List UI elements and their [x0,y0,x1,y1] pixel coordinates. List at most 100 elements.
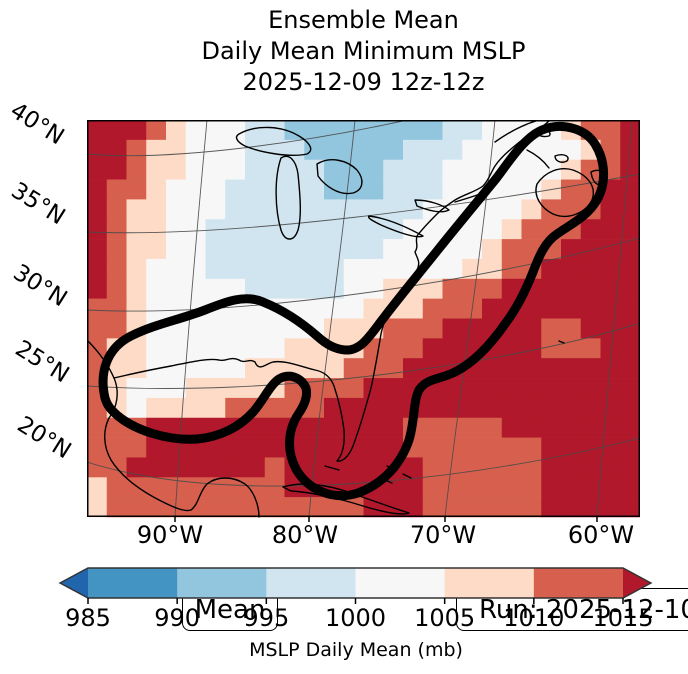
field-cell [383,199,404,220]
field-cell [363,258,384,280]
field-cell [106,139,127,160]
field-cell [343,278,364,299]
field-cell [185,278,206,299]
field-cell [87,219,108,240]
field-cell [264,338,285,359]
field-cell [304,497,325,518]
field-cell [264,219,285,240]
field-cell [205,437,226,458]
field-cell [205,258,226,280]
field-cell [600,278,621,299]
field-cell [521,437,542,458]
field-cell [166,139,187,160]
field-cell [205,397,226,419]
field-cell [166,199,187,220]
field-cell [126,437,147,458]
field-cell [205,318,226,339]
field-cell [225,437,246,458]
field-cell [343,239,364,260]
field-cell [462,477,483,498]
field-cell [482,219,503,240]
field-cell [185,338,206,359]
field-cell [225,239,246,260]
field-cell [600,318,621,339]
field-cell [501,378,522,399]
field-cell [462,397,483,419]
colorbar-segment [88,568,178,598]
field-cell [482,397,503,419]
field-cell [106,437,127,458]
parallel-30n [87,237,640,312]
field-cell [185,477,206,498]
field-cell [442,139,463,160]
field-cell [87,318,108,339]
field-cell [343,258,364,280]
field-cell [225,318,246,339]
field-cell [87,139,108,160]
field-cell [284,278,305,299]
field-cell [166,159,187,180]
field-cell [324,358,345,379]
field-cell [304,417,325,438]
lake-erie [367,215,424,238]
field-cell [264,179,285,200]
map-plot-area: Mean Run: 2025-12-10 [87,120,688,631]
run-annotation-box: Run: 2025-12-10 [456,588,688,631]
field-cell [304,298,325,319]
field-cell [343,139,364,160]
field-cell [324,318,345,339]
field-cell [482,457,503,478]
field-cell [600,477,621,498]
field-cell [422,179,443,200]
field-cell [146,239,167,260]
field-cell [422,139,443,160]
field-cell [304,258,325,280]
field-cell [383,358,404,379]
field-cell [580,477,601,498]
field-cell [324,239,345,260]
field-cell [343,378,364,399]
field-cell [580,318,601,339]
field-cell [580,338,601,359]
field-cell [87,159,108,180]
field-cell [561,318,582,339]
field-cell [166,219,187,240]
field-cell [580,437,601,458]
field-cell [185,417,206,438]
x-tick-label: 60°W [567,521,635,549]
field-cell [166,338,187,359]
field-cell [561,457,582,478]
field-cell [620,497,640,518]
field-cell [403,139,424,160]
field-cell [442,338,463,359]
field-cell [422,397,443,419]
colorbar-right-arrow [623,568,651,598]
field-cell [422,318,443,339]
field-cell [561,179,582,200]
field-cell [620,477,640,498]
colorbar-tick-label: 985 [65,604,111,632]
field-cell [620,318,640,339]
field-cell [205,457,226,478]
colorbar-tick-label: 990 [154,604,201,632]
field-cell [225,199,246,220]
field-cell [205,199,226,220]
field-cell [324,120,345,141]
field-cell [126,258,147,280]
field-cell [600,417,621,438]
field-cell [87,457,108,478]
chart-title: Ensemble Mean Daily Mean Minimum MSLP 20… [87,5,640,98]
field-cell [462,497,483,518]
field-cell [264,477,285,498]
field-cell [462,437,483,458]
field-cell [166,179,187,200]
field-cell [126,497,147,518]
field-cell [343,497,364,518]
field-cell [541,457,562,478]
field-cell [324,437,345,458]
field-cell [600,219,621,240]
field-cell [245,159,266,180]
x-tick-label: 70°W [409,521,477,549]
field-cell [561,258,582,280]
field-cell [87,437,108,458]
